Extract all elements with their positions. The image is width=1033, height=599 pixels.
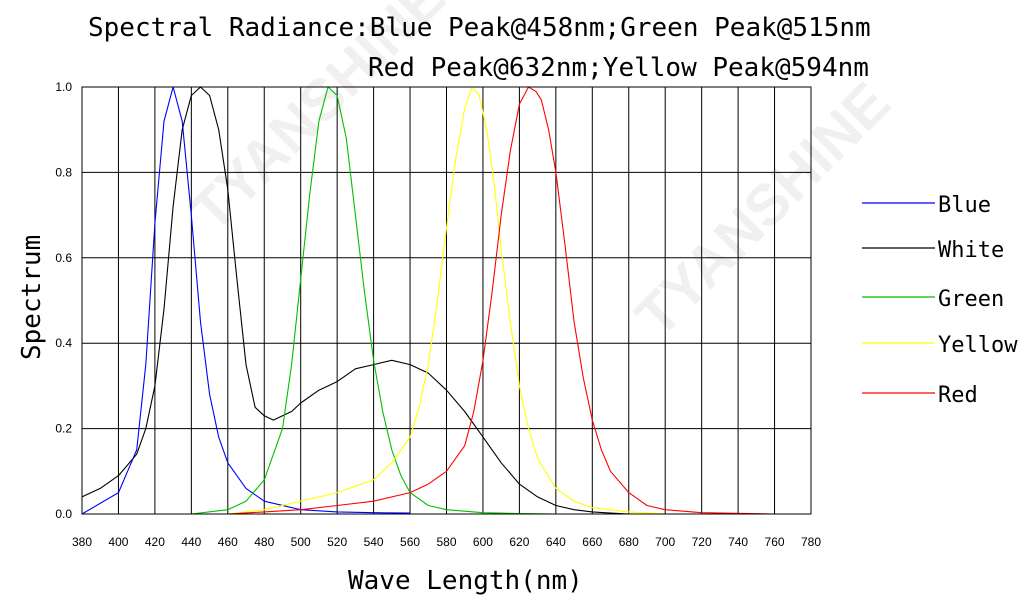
plot-frame [81,86,812,515]
y-tick-label: 0.0 [55,507,72,521]
x-tick-label: 700 [655,535,675,549]
x-tick-label: 380 [72,535,92,549]
x-axis-label: Wave Length(nm) [348,566,583,596]
legend: Blue White Green Yellow Red [862,193,1018,408]
x-tick-label: 780 [801,535,821,549]
x-tick-label: 580 [436,535,456,549]
y-tick-labels: 0.0 0.2 0.4 0.6 0.8 1.0 [55,80,72,521]
x-tick-labels: 380 400 420 440 460 480 500 520 540 560 580 600 620 6… [72,535,821,549]
legend-label-red: Red [938,383,978,408]
x-tick-label: 680 [619,535,639,549]
x-tick-label: 760 [765,535,785,549]
x-tick-label: 460 [218,535,238,549]
x-tick-label: 480 [254,535,274,549]
y-axis-label: Spectrum [17,235,47,360]
x-tick-label: 720 [692,535,712,549]
x-tick-label: 560 [400,535,420,549]
grid-lines [81,86,812,515]
x-tick-label: 540 [364,535,384,549]
x-tick-label: 660 [582,535,602,549]
y-tick-label: 0.8 [55,165,72,179]
x-tick-label: 620 [509,535,529,549]
x-tick-label: 640 [546,535,566,549]
y-tick-label: 0.6 [55,251,72,265]
series-line-red [191,86,775,515]
x-tick-label: 400 [108,535,128,549]
x-tick-label: 500 [291,535,311,549]
y-tick-label: 0.4 [55,336,72,350]
x-tick-label: 740 [728,535,748,549]
legend-label-green: Green [938,287,1004,312]
y-tick-label: 0.2 [55,422,72,436]
legend-label-white: White [938,238,1004,263]
chart-subtitle: Red Peak@632nm;Yellow Peak@594nm [368,53,869,83]
x-tick-label: 440 [181,535,201,549]
series-line-yellow [191,86,666,515]
x-tick-label: 600 [473,535,493,549]
y-tick-label: 1.0 [55,80,72,94]
x-tick-label: 520 [327,535,347,549]
series-line-white [81,86,629,515]
legend-label-blue: Blue [938,193,991,218]
series-line-green [191,86,556,515]
series-layer [81,86,775,515]
chart-title: Spectral Radiance:Blue Peak@458nm;Green … [88,13,871,43]
x-tick-label: 420 [145,535,165,549]
legend-label-yellow: Yellow [938,333,1018,358]
